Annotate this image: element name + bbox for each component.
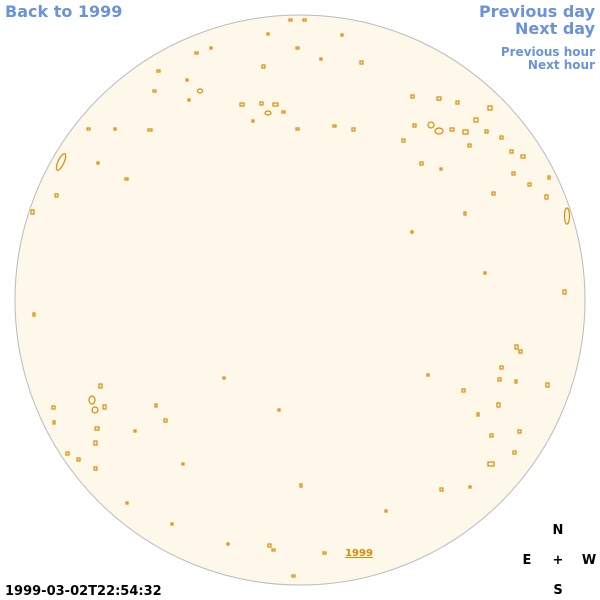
next-day-link[interactable]: Next day [515,19,596,38]
timestamp: 1999-03-02T22:54:32 [5,584,162,599]
contours [30,18,571,578]
compass-center: + [553,553,564,568]
compass-south: S [553,583,562,598]
next-hour-link[interactable]: Next hour [528,58,595,72]
compass-north: N [553,523,564,538]
previous-day-link[interactable]: Previous day [479,2,596,21]
compass-west: W [582,553,596,568]
previous-hour-link[interactable]: Previous hour [501,45,595,59]
year-link[interactable]: 1999 [345,548,373,559]
solar-disk [14,14,586,586]
compass-east: E [523,553,532,568]
back-link[interactable]: Back to 1999 [5,2,122,21]
